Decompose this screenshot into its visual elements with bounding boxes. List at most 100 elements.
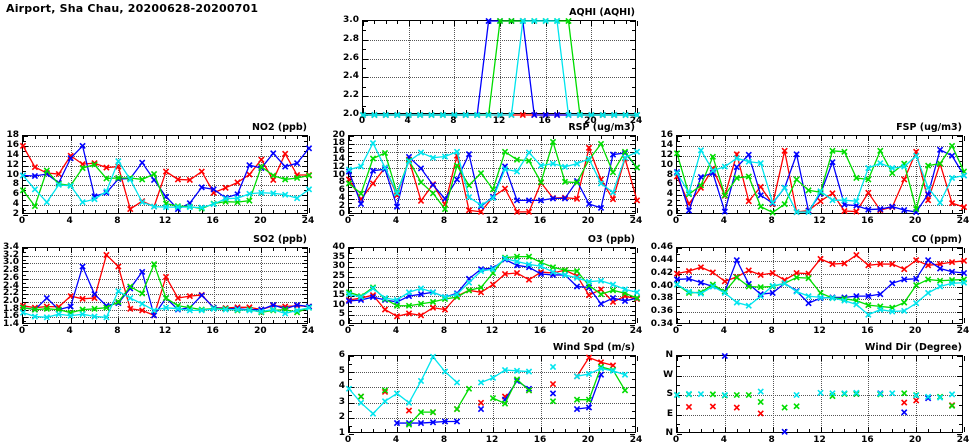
data-point-marker [453, 176, 461, 183]
data-point-marker [513, 197, 521, 204]
y-axis-label: 5 [338, 309, 345, 320]
data-point-marker [501, 185, 509, 192]
y-tick-minor [363, 105, 366, 107]
x-tick-minor [534, 110, 536, 113]
y-tick-minor [304, 282, 307, 284]
x-tick-minor [58, 136, 60, 139]
x-tick-minor [712, 356, 714, 359]
data-point-marker [829, 190, 836, 197]
data-point-marker [924, 395, 932, 402]
y-tick [23, 263, 28, 265]
x-tick [445, 427, 446, 432]
data-point-marker [960, 279, 968, 286]
y-tick [677, 215, 682, 216]
y-axis-label: 2.0 [3, 295, 19, 306]
y-tick [349, 143, 354, 145]
data-point-marker [115, 299, 122, 307]
data-point-marker [525, 208, 533, 216]
x-tick-minor [601, 136, 602, 139]
plot-area-wind_dir [673, 352, 965, 435]
data-point-marker [43, 303, 50, 310]
data-point-marker [793, 151, 800, 158]
x-tick-minor [249, 248, 251, 251]
y-axis-label: 2.8 [343, 33, 359, 44]
gridline-v [118, 136, 120, 213]
x-tick [637, 318, 638, 323]
x-tick-minor [457, 248, 458, 251]
y-tick [349, 267, 354, 269]
x-tick-minor [700, 429, 702, 432]
data-point-marker [103, 251, 110, 259]
x-axis-label: 24 [956, 326, 970, 336]
data-point-marker [127, 285, 134, 292]
data-point-marker [913, 397, 920, 404]
data-point-marker [513, 168, 521, 175]
gridline-h [23, 286, 307, 288]
x-tick-minor [481, 136, 482, 139]
y-axis-label: 3.2 [3, 249, 19, 260]
y-tick [630, 143, 635, 145]
data-point-marker [597, 204, 605, 212]
data-point-marker [585, 354, 593, 361]
x-tick-minor [154, 320, 156, 323]
panel-title-rsp: RSP (ug/m3) [568, 122, 635, 133]
data-point-marker [67, 182, 74, 190]
x-tick [724, 136, 726, 141]
x-tick-minor [614, 21, 616, 24]
data-point-marker [901, 163, 908, 170]
x-tick-minor [361, 356, 362, 359]
x-tick-minor [748, 248, 750, 251]
data-point-marker [585, 284, 593, 291]
x-tick [868, 318, 870, 323]
data-point-marker [841, 197, 848, 204]
x-tick [493, 427, 494, 432]
data-point-marker [889, 308, 896, 315]
data-point-marker [573, 283, 581, 290]
data-point-marker [721, 289, 728, 297]
y-tick [302, 301, 307, 303]
x-tick [261, 208, 263, 213]
data-point-marker [757, 283, 764, 291]
data-point-marker [174, 305, 182, 312]
y-axis-label: 10 [660, 159, 673, 170]
data-point-marker [405, 111, 412, 119]
series-co-4 [673, 279, 968, 318]
panel-fsp: 0 2 4 6 8 10 12 14 16 0 4 8 12 16 20 24 FSP (ug/m3) [660, 122, 969, 226]
data-point-marker [525, 368, 533, 375]
data-point-marker [115, 287, 122, 295]
gridline-h [23, 271, 307, 273]
data-point-marker [865, 292, 872, 300]
x-tick-minor [130, 320, 132, 323]
y-tick-minor [632, 281, 635, 283]
data-point-marker [429, 298, 437, 306]
x-tick-minor [601, 210, 602, 213]
data-point-marker [55, 170, 62, 178]
x-tick-minor [58, 320, 60, 323]
x-tick-minor [273, 136, 275, 139]
x-axis-label: 0 [344, 216, 352, 226]
x-axis-label: 20 [581, 435, 595, 445]
x-tick [637, 356, 638, 361]
data-point-marker [829, 147, 836, 154]
data-point-marker [305, 172, 313, 179]
x-tick-minor [688, 320, 690, 323]
data-point-marker [429, 304, 437, 311]
data-point-marker [513, 367, 521, 374]
y-tick-minor [959, 305, 962, 307]
gridline-v [868, 248, 870, 323]
data-point-marker [150, 170, 158, 178]
x-tick-minor [601, 248, 602, 251]
y-axis-label: 2.2 [343, 90, 359, 101]
data-point-marker [489, 281, 497, 288]
y-tick [677, 155, 682, 157]
x-axis-label: 20 [581, 216, 595, 226]
data-point-marker [474, 111, 481, 119]
data-point-marker [621, 154, 629, 161]
x-tick [545, 108, 547, 113]
data-point-marker [477, 405, 485, 413]
data-point-marker [597, 286, 605, 293]
x-tick [772, 356, 774, 361]
data-point-marker [282, 310, 289, 317]
gridline-v [589, 136, 590, 213]
data-point-marker [513, 156, 521, 163]
